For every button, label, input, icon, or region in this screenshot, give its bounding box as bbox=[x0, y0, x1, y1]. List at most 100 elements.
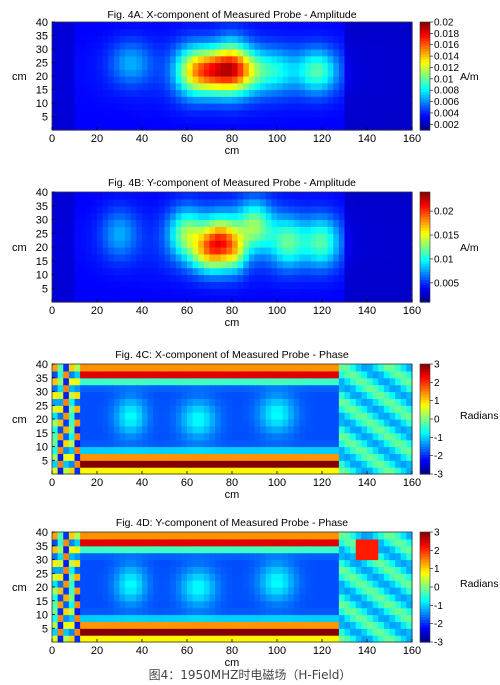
heatmap-cell bbox=[400, 267, 407, 276]
colorbar-segment bbox=[420, 222, 430, 226]
heatmap-cell bbox=[192, 89, 199, 97]
heatmap-cell bbox=[293, 76, 301, 84]
heatmap-cell bbox=[130, 439, 137, 448]
heatmap-cell bbox=[406, 274, 413, 282]
heatmap-cell bbox=[271, 405, 278, 413]
heatmap-cell bbox=[327, 22, 334, 30]
heatmap-cell bbox=[254, 552, 261, 561]
heatmap-cell bbox=[333, 116, 340, 124]
heatmap-cell bbox=[338, 253, 346, 262]
heatmap-cell bbox=[164, 82, 171, 91]
heatmap-cell bbox=[389, 69, 396, 77]
heatmap-cell bbox=[170, 35, 177, 43]
heatmap-cell bbox=[406, 219, 413, 227]
heatmap-cell bbox=[102, 398, 109, 406]
heatmap-cell bbox=[226, 233, 233, 241]
x-tick-label: 100 bbox=[268, 133, 286, 145]
heatmap-cell bbox=[80, 377, 87, 386]
heatmap-cell bbox=[271, 49, 278, 57]
heatmap-cell bbox=[299, 260, 306, 269]
heatmap-cell bbox=[260, 62, 267, 70]
colorbar-segment bbox=[420, 76, 430, 80]
heatmap-cell bbox=[130, 587, 137, 595]
heatmap-cell bbox=[271, 538, 278, 547]
heatmap-cell bbox=[175, 109, 182, 118]
heatmap-cell bbox=[147, 226, 154, 234]
heatmap-cell bbox=[158, 559, 166, 567]
heatmap-cell bbox=[187, 192, 194, 200]
heatmap-cell bbox=[361, 614, 368, 622]
heatmap-cell bbox=[400, 587, 407, 595]
heatmap-cell bbox=[322, 532, 329, 540]
heatmap-cell bbox=[91, 621, 98, 629]
heatmap-cell bbox=[119, 453, 126, 461]
heatmap-cell bbox=[237, 198, 244, 207]
heatmap-cell bbox=[367, 566, 374, 574]
heatmap-cell bbox=[52, 566, 59, 574]
heatmap-cell bbox=[254, 226, 261, 234]
heatmap-cell bbox=[68, 274, 76, 282]
heatmap-cell bbox=[192, 247, 199, 255]
heatmap-cell bbox=[164, 226, 171, 234]
heatmap-cell bbox=[153, 62, 160, 70]
heatmap-cell bbox=[209, 28, 216, 37]
heatmap-cell bbox=[305, 116, 312, 124]
heatmap-cell bbox=[192, 198, 199, 207]
heatmap-cell bbox=[316, 76, 323, 84]
heatmap-cell bbox=[209, 384, 216, 393]
heatmap-cell bbox=[97, 274, 104, 282]
heatmap-cell bbox=[383, 28, 391, 37]
heatmap-cell bbox=[119, 212, 126, 221]
heatmap-cell bbox=[209, 69, 216, 77]
heatmap-cell bbox=[220, 49, 227, 57]
heatmap-cell bbox=[344, 453, 351, 461]
heatmap-cell bbox=[57, 364, 64, 372]
heatmap-cell bbox=[187, 600, 194, 609]
heatmap-cell bbox=[288, 573, 295, 581]
heatmap-cell bbox=[299, 446, 306, 454]
heatmap-cell bbox=[220, 205, 227, 214]
heatmap-cell bbox=[389, 233, 396, 241]
colorbar-segment bbox=[420, 46, 430, 50]
heatmap-cell bbox=[338, 116, 346, 124]
heatmap-cell bbox=[400, 628, 407, 636]
heatmap-cell bbox=[215, 419, 222, 427]
heatmap-cell bbox=[389, 566, 396, 574]
heatmap-cell bbox=[288, 82, 295, 91]
heatmap-cell bbox=[383, 233, 391, 241]
heatmap-cell bbox=[350, 425, 357, 434]
heatmap-cell bbox=[215, 89, 222, 97]
heatmap-cell bbox=[125, 566, 132, 574]
heatmap-cell bbox=[265, 460, 272, 468]
heatmap-cell bbox=[378, 22, 385, 30]
colorbar-label: Radians bbox=[460, 578, 499, 590]
heatmap-cell bbox=[153, 295, 160, 303]
heatmap-cell bbox=[226, 247, 233, 255]
heatmap-cell bbox=[237, 205, 244, 214]
heatmap-cell bbox=[344, 398, 351, 406]
heatmap-cell bbox=[63, 552, 70, 561]
heatmap-cell bbox=[164, 607, 171, 616]
heatmap-cell bbox=[220, 212, 227, 221]
heatmap-cell bbox=[80, 453, 87, 461]
x-axis-label: cm bbox=[225, 317, 240, 329]
heatmap-cell bbox=[158, 432, 166, 441]
heatmap-cell bbox=[282, 384, 289, 393]
heatmap-cell bbox=[125, 22, 132, 30]
heatmap-cell bbox=[243, 226, 250, 234]
heatmap-cell bbox=[192, 391, 199, 399]
heatmap-cell bbox=[91, 212, 98, 221]
heatmap-cell bbox=[170, 538, 177, 547]
heatmap-cell bbox=[316, 281, 323, 289]
heatmap-cell bbox=[389, 103, 396, 111]
heatmap-cell bbox=[243, 28, 250, 37]
heatmap-cell bbox=[277, 62, 284, 70]
heatmap-cell bbox=[164, 219, 171, 227]
heatmap-cell bbox=[254, 538, 261, 547]
colorbar-segment bbox=[420, 225, 430, 229]
heatmap-cell bbox=[187, 412, 194, 420]
heatmap-cell bbox=[164, 559, 171, 567]
heatmap-cell bbox=[68, 460, 76, 468]
heatmap-cell bbox=[333, 621, 340, 629]
heatmap-cell bbox=[367, 295, 374, 303]
